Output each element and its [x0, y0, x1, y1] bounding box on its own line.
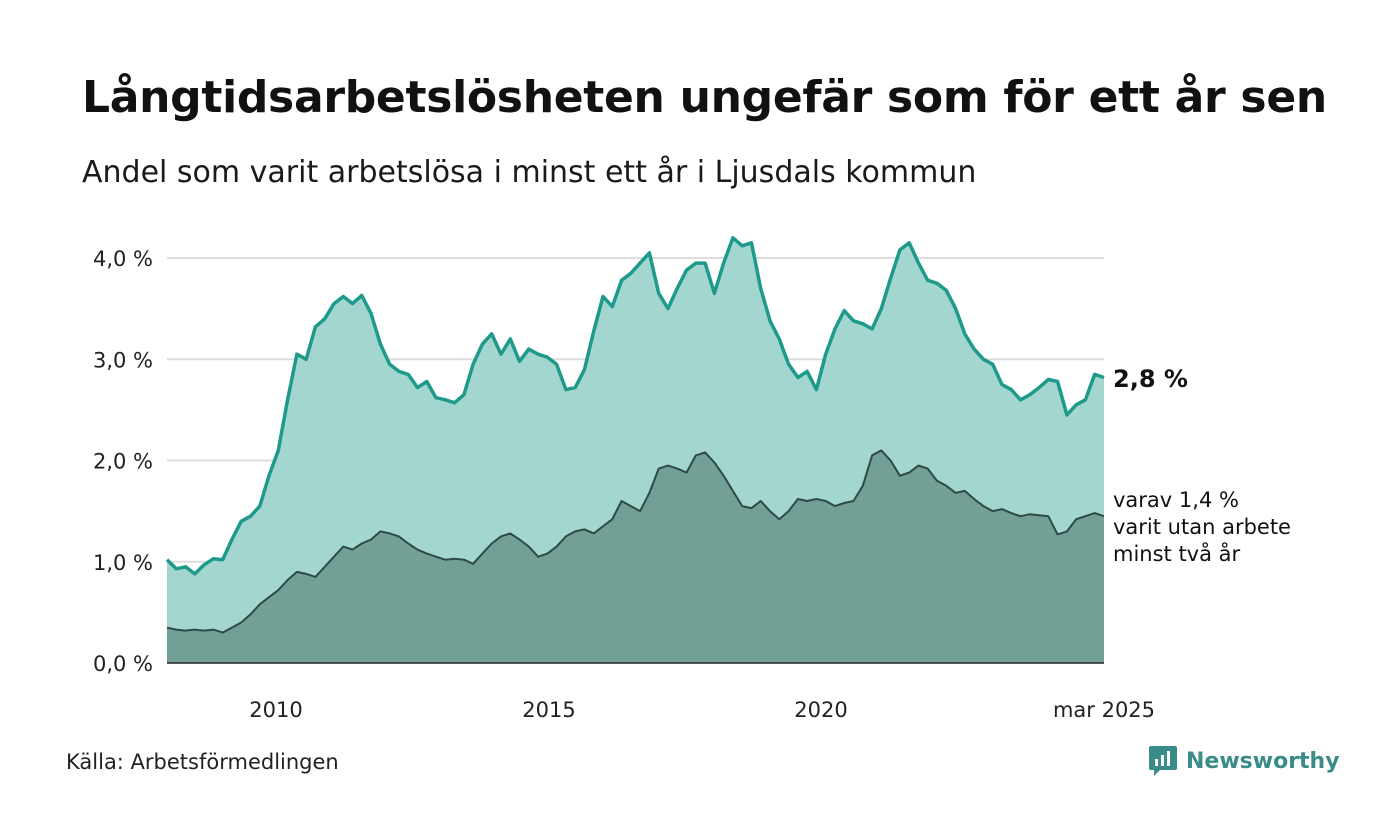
end-label-minst-tva-ar: varav 1,4 % varit utan arbete minst två år: [1113, 488, 1291, 566]
y-tick-label: 0,0 %: [93, 652, 153, 676]
line-minst-ett-ar: [165, 236, 1105, 576]
x-tick-label: 2015: [522, 698, 575, 722]
x-tick-label: 2020: [794, 698, 847, 722]
x-axis-ticks: 2010 2015 2020 mar 2025: [249, 698, 1155, 722]
chart-title: Långtidsarbetslösheten ungefär som för e…: [82, 72, 1327, 123]
brand-name: Newsworthy: [1186, 748, 1340, 774]
y-tick-label: 1,0 %: [93, 551, 153, 575]
chart-subtitle: Andel som varit arbetslösa i minst ett å…: [82, 155, 977, 190]
y-axis-ticks: 0,0 % 1,0 % 2,0 % 3,0 % 4,0 %: [93, 247, 153, 676]
newsworthy-logo-icon: [1149, 746, 1177, 776]
source-note: Källa: Arbetsförmedlingen: [66, 750, 339, 774]
series-lines: [165, 236, 1105, 634]
brand-logo: Newsworthy: [1148, 744, 1340, 778]
line-minst-tva-ar: [166, 449, 1105, 634]
y-tick-label: 4,0 %: [93, 247, 153, 271]
area-minst-tva-ar: [167, 450, 1104, 663]
series-areas: [167, 237, 1104, 664]
x-tick-label: mar 2025: [1053, 698, 1155, 722]
y-tick-label: 3,0 %: [93, 348, 153, 372]
y-tick-label: 2,0 %: [93, 450, 153, 474]
end-label-minst-ett-ar: 2,8 %: [1113, 365, 1188, 393]
x-tick-label: 2010: [249, 698, 302, 722]
end-labels: 2,8 % varav 1,4 % varit utan arbete minst t…: [1113, 365, 1291, 566]
